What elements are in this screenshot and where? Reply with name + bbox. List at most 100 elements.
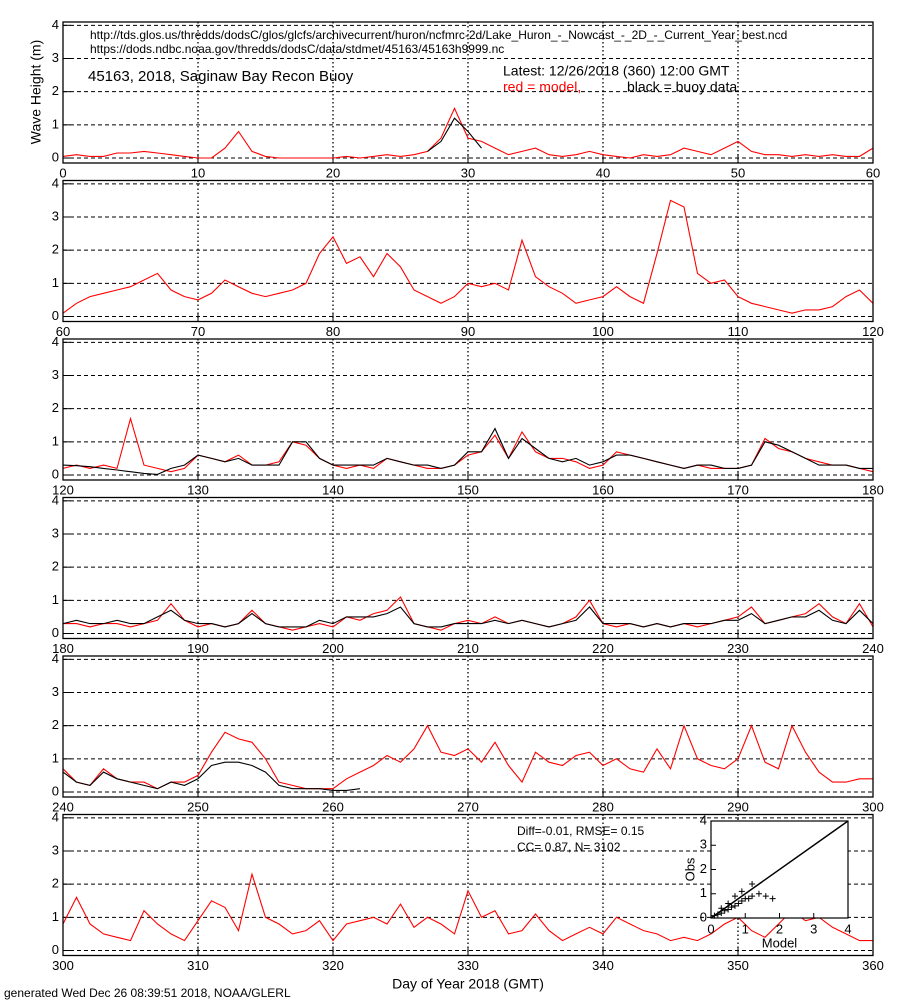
inset-frame [710, 820, 849, 919]
y-tick-label: 3 [700, 837, 707, 852]
x-tick-label: 330 [457, 958, 479, 973]
x-axis-label: Day of Year 2018 (GMT) [392, 976, 544, 992]
y-axis-label: Wave Height (m) [28, 40, 44, 145]
x-tick-label: 270 [457, 799, 479, 814]
x-tick-label: 310 [187, 958, 209, 973]
y-tick-label: 4 [52, 17, 59, 32]
series-line [62, 106, 874, 159]
x-tick-label: 20 [326, 165, 340, 180]
x-tick-label: 320 [322, 958, 344, 973]
plot-frame [62, 496, 874, 640]
x-tick-label: 0 [59, 165, 66, 180]
x-tick-label: 70 [191, 324, 205, 339]
x-tick-label: 290 [727, 799, 749, 814]
y-tick-label: 3 [52, 50, 59, 65]
scatter-point [769, 895, 776, 902]
x-tick-label: 80 [326, 324, 340, 339]
x-tick-label: 360 [862, 958, 884, 973]
y-tick-label: 0 [52, 942, 59, 957]
x-tick-label: 260 [322, 799, 344, 814]
plot-frame [62, 813, 874, 957]
y-tick-label: 2 [52, 876, 59, 891]
plot-frame [62, 338, 874, 481]
x-tick-label: 40 [596, 165, 610, 180]
y-tick-label: 0 [700, 909, 707, 924]
x-tick-label: 60 [56, 324, 70, 339]
x-tick-label: 0 [707, 921, 714, 936]
y-tick-label: 2 [52, 400, 59, 415]
plot-frame [62, 21, 874, 164]
y-tick-label: 4 [52, 334, 59, 349]
y-tick-label: 0 [52, 466, 59, 481]
y-tick-label: 0 [52, 625, 59, 640]
y-tick-label: 0 [52, 149, 59, 164]
y-tick-label: 1 [52, 909, 59, 924]
identity-line [710, 820, 849, 919]
scatter-point [735, 900, 742, 907]
y-tick-label: 4 [52, 175, 59, 190]
x-tick-label: 170 [727, 482, 749, 497]
x-tick-label: 2 [776, 921, 783, 936]
x-tick-label: 240 [52, 799, 74, 814]
scatter-point [725, 900, 732, 907]
x-tick-label: 200 [322, 641, 344, 656]
x-tick-label: 190 [187, 641, 209, 656]
y-tick-label: 1 [52, 433, 59, 448]
y-tick-label: 1 [52, 116, 59, 131]
source-url: https://dods.ndbc.noaa.gov/thredds/dodsC… [90, 42, 504, 56]
x-tick-label: 90 [461, 324, 475, 339]
series-line [62, 761, 361, 791]
stats-text: Diff=-0.01, RMSE= 0.15 [517, 824, 645, 838]
y-tick-label: 2 [52, 559, 59, 574]
scatter-point [731, 893, 738, 900]
x-tick-label: 120 [862, 324, 884, 339]
latest-time: Latest: 12/26/2018 (360) 12:00 GMT [503, 63, 730, 79]
x-tick-label: 110 [728, 324, 749, 339]
stats-text: CC= 0.87, N= 3102 [517, 840, 621, 854]
scatter-point [718, 905, 725, 912]
legend-buoy: black = buoy data [627, 79, 737, 95]
y-tick-label: 2 [700, 861, 707, 876]
y-tick-label: 4 [52, 651, 59, 666]
x-tick-label: 240 [862, 641, 884, 656]
scatter-point [762, 893, 769, 900]
x-tick-label: 160 [592, 482, 614, 497]
station-title: 45163, 2018, Saginaw Bay Recon Buoy [88, 68, 354, 85]
y-tick-label: 0 [52, 308, 59, 323]
x-tick-label: 1 [742, 921, 749, 936]
plot-frame [62, 655, 874, 798]
x-tick-label: 3 [810, 921, 817, 936]
x-tick-label: 180 [862, 482, 884, 497]
scatter-point [714, 911, 721, 918]
y-tick-label: 2 [52, 83, 59, 98]
series-line [62, 606, 874, 628]
x-tick-label: 180 [52, 641, 74, 656]
x-tick-label: 300 [862, 799, 884, 814]
x-tick-label: 220 [592, 641, 614, 656]
scatter-point [738, 898, 745, 905]
y-tick-label: 1 [52, 275, 59, 290]
x-tick-label: 150 [457, 482, 479, 497]
scatter-point [728, 904, 735, 911]
x-tick-label: 60 [866, 165, 880, 180]
x-tick-label: 230 [727, 641, 749, 656]
plot-frame [62, 179, 874, 323]
y-tick-label: 2 [52, 242, 59, 257]
y-tick-label: 2 [52, 717, 59, 732]
y-tick-label: 4 [700, 812, 707, 827]
y-tick-label: 3 [52, 367, 59, 382]
y-tick-label: 1 [52, 750, 59, 765]
y-tick-label: 3 [52, 842, 59, 857]
x-tick-label: 300 [52, 958, 74, 973]
x-tick-label: 340 [592, 958, 614, 973]
scatter-point [745, 895, 752, 902]
scatter-point [731, 902, 738, 909]
scatter-point [725, 906, 732, 913]
y-tick-label: 0 [52, 783, 59, 798]
scatter-point [749, 881, 756, 888]
x-tick-label: 280 [592, 799, 614, 814]
y-tick-label: 3 [52, 208, 59, 223]
y-tick-label: 1 [52, 592, 59, 607]
x-tick-label: 140 [322, 482, 344, 497]
